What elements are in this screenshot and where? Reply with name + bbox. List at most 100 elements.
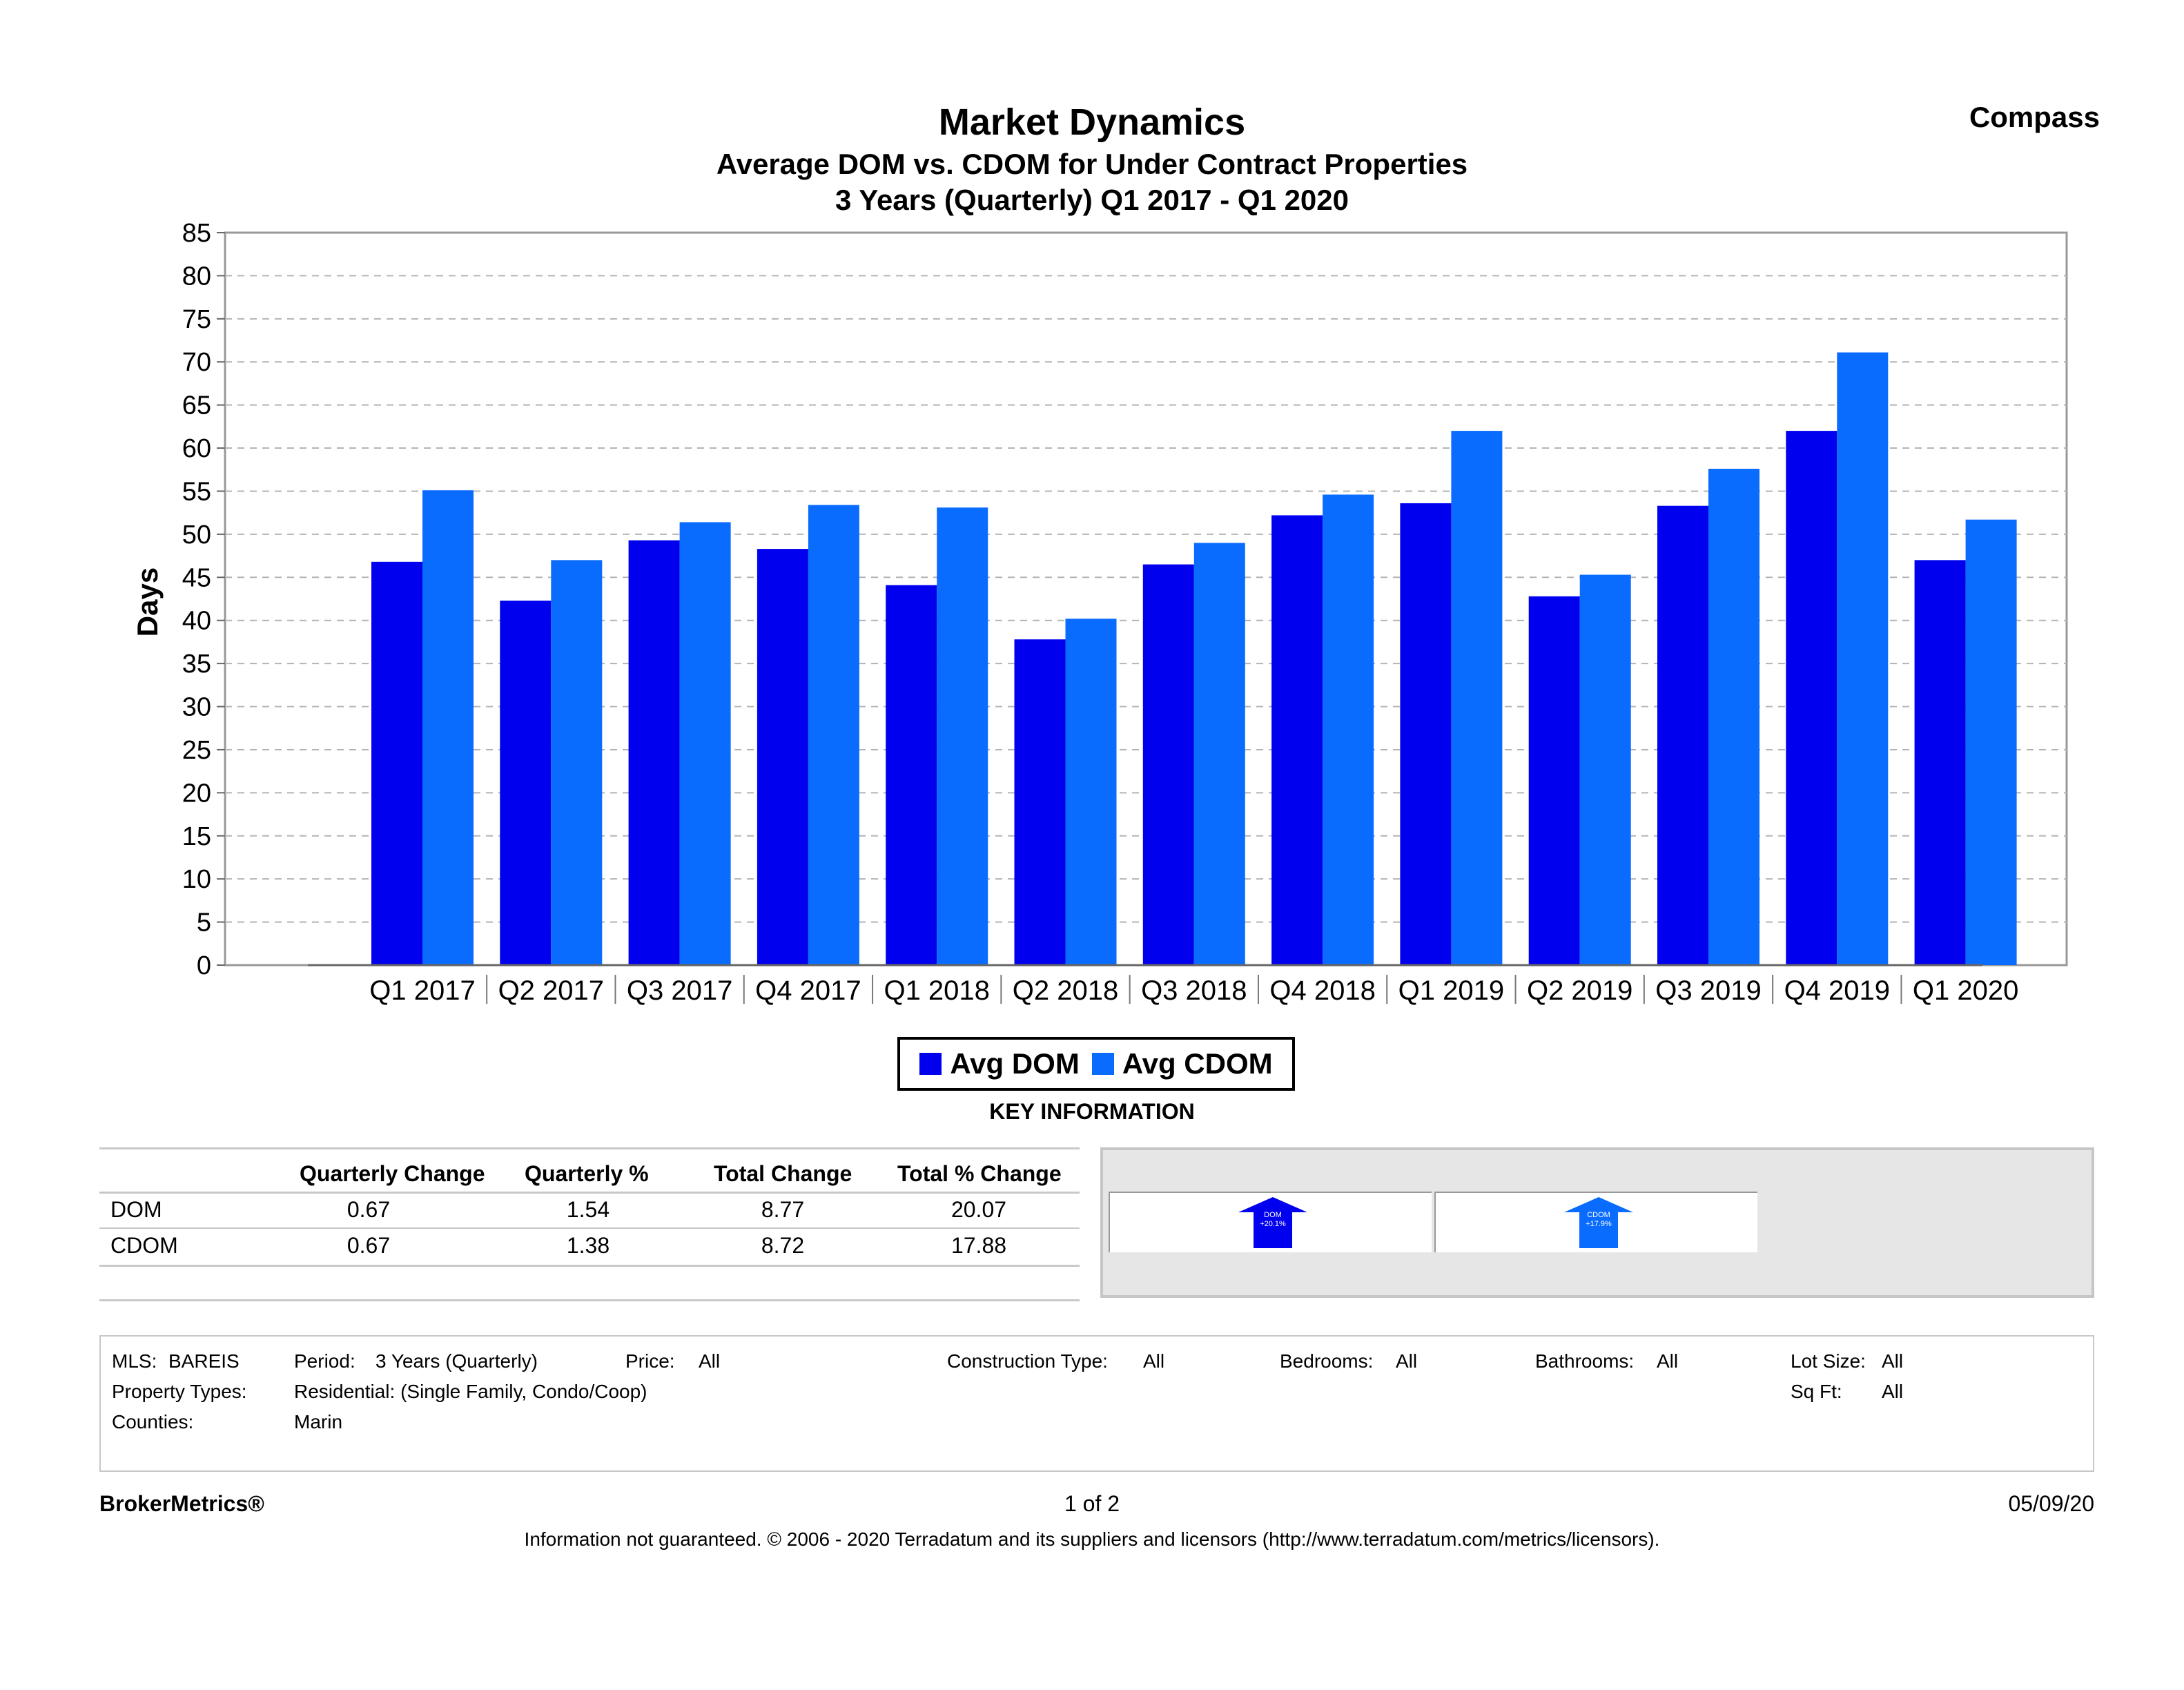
cdom-quarterly-pct: 1.38: [566, 1233, 610, 1258]
table-rule-row2: [99, 1265, 1080, 1267]
x-tick-label: Q1 2020: [1913, 975, 2018, 1006]
bar-dom: [371, 561, 422, 965]
dom-up-arrow-icon: [1238, 1197, 1307, 1248]
construction-type-value: All: [1143, 1350, 1165, 1372]
y-tick-label: 70: [182, 348, 211, 377]
legend-swatch-cdom: [1091, 1053, 1114, 1075]
footer-brand: BrokerMetrics®: [99, 1491, 264, 1516]
bedrooms-value: All: [1396, 1350, 1418, 1372]
y-tick-label: 55: [182, 477, 211, 506]
x-tick-label: Q1 2017: [369, 975, 475, 1006]
period-value: 3 Years (Quarterly): [376, 1350, 538, 1372]
bars: [371, 352, 2017, 965]
bar-dom: [1914, 560, 1966, 965]
table-rule-header: [99, 1192, 1080, 1194]
bar-cdom: [1708, 469, 1759, 965]
row-label-dom: DOM: [110, 1197, 162, 1222]
x-tick-label: Q3 2019: [1655, 975, 1761, 1006]
x-tick-label: Q1 2019: [1398, 975, 1504, 1006]
mls-label: MLS:: [112, 1350, 157, 1372]
y-tick-label: 25: [182, 736, 211, 765]
y-tick-label: 20: [182, 779, 211, 808]
bar-cdom: [551, 560, 603, 965]
report-date: 05/09/20: [2008, 1491, 2094, 1516]
legend-item-dom: Avg DOM: [919, 1047, 1080, 1080]
bar-dom: [757, 549, 808, 965]
chart-period: 3 Years (Quarterly) Q1 2017 - Q1 2020: [835, 184, 1349, 216]
bar-cdom: [1323, 494, 1374, 965]
col-header-total-change: Total Change: [714, 1161, 852, 1186]
bar-dom: [1400, 503, 1452, 965]
y-tick-label: 35: [182, 650, 211, 679]
dom-indicator: DOM +20.1%: [1109, 1192, 1432, 1252]
col-header-quarterly-change: Quarterly Change: [300, 1161, 485, 1186]
lot-size-value: All: [1882, 1350, 1904, 1372]
y-tick-label: 5: [197, 909, 211, 938]
bar-cdom: [1965, 519, 2017, 965]
dom-indicator-change: +20.1%: [1260, 1220, 1286, 1228]
x-tick-label: Q2 2018: [1013, 975, 1118, 1006]
y-axis-label: Days: [131, 567, 164, 637]
bar-cdom: [1451, 431, 1503, 965]
sq-ft-value: All: [1882, 1381, 1904, 1402]
y-tick-label: 45: [182, 563, 211, 592]
brand-name: Compass: [1969, 101, 2100, 133]
dom-total-change: 8.77: [761, 1197, 805, 1222]
property-types-value: Residential: (Single Family, Condo/Coop): [294, 1381, 647, 1402]
x-tick-label: Q2 2017: [498, 975, 604, 1006]
y-tick-label: 15: [182, 822, 211, 851]
price-label: Price:: [625, 1350, 675, 1372]
counties-value: Marin: [294, 1411, 343, 1432]
dom-indicator-label: DOM: [1264, 1211, 1282, 1219]
bathrooms-value: All: [1657, 1350, 1679, 1372]
sq-ft-label: Sq Ft:: [1791, 1381, 1842, 1402]
y-tick-label: 65: [182, 391, 211, 420]
table-rule-top: [99, 1147, 1080, 1149]
y-tick-label: 10: [182, 865, 211, 894]
col-header-quarterly-pct: Quarterly %: [525, 1161, 649, 1186]
cdom-up-arrow-icon: [1564, 1197, 1633, 1248]
bar-dom: [1142, 564, 1194, 965]
cdom-quarterly-change: 0.67: [347, 1233, 391, 1258]
bar-chart: 0 5 10 15 20 25 30 35 40 45 50 55 60 65 70 75 80 85 Q1 201…: [131, 219, 2068, 1006]
chart-legend: Avg DOM Avg CDOM: [897, 1037, 1295, 1091]
bar-dom: [500, 600, 552, 965]
bedrooms-label: Bedrooms:: [1280, 1350, 1374, 1372]
bar-dom: [1786, 431, 1837, 965]
mls-value: BAREIS: [168, 1350, 240, 1372]
x-tick-label: Q1 2018: [884, 975, 989, 1006]
bar-dom: [628, 540, 680, 965]
y-tick-label: 0: [197, 951, 211, 980]
y-tick-label: 40: [182, 607, 211, 636]
search-criteria: MLS: BAREIS Period: 3 Years (Quarterly) …: [99, 1335, 2094, 1472]
key-information-heading: KEY INFORMATION: [989, 1099, 1195, 1124]
legend-swatch-dom: [919, 1053, 942, 1075]
price-value: All: [699, 1350, 721, 1372]
x-tick-label: Q4 2019: [1784, 975, 1890, 1006]
x-tick-label: Q4 2018: [1269, 975, 1375, 1006]
legend-label-cdom: Avg CDOM: [1122, 1047, 1273, 1080]
bar-cdom: [937, 507, 988, 965]
cdom-total-pct-change: 17.88: [950, 1233, 1007, 1258]
y-tick-label: 75: [182, 305, 211, 334]
disclaimer: Information not guaranteed. © 2006 - 202…: [524, 1528, 1660, 1550]
bar-cdom: [1837, 352, 1889, 965]
cdom-indicator: CDOM +17.9%: [1434, 1192, 1757, 1252]
bar-cdom: [1579, 574, 1631, 965]
page-number: 1 of 2: [1064, 1491, 1120, 1516]
bar-cdom: [679, 522, 731, 965]
bar-dom: [1271, 515, 1323, 965]
counties-label: Counties:: [112, 1411, 194, 1432]
bar-dom: [1014, 639, 1066, 965]
y-tick-label: 60: [182, 434, 211, 463]
dom-quarterly-pct: 1.54: [566, 1197, 610, 1222]
construction-type-label: Construction Type:: [947, 1350, 1108, 1372]
chart-subtitle: Average DOM vs. CDOM for Under Contract …: [716, 148, 1468, 180]
y-tick-label: 50: [182, 521, 211, 550]
row-label-cdom: CDOM: [110, 1233, 178, 1258]
x-tick-label: Q3 2018: [1141, 975, 1247, 1006]
cdom-indicator-label: CDOM: [1587, 1211, 1610, 1219]
cdom-indicator-change: +17.9%: [1586, 1220, 1612, 1228]
bar-cdom: [1065, 619, 1117, 965]
legend-item-cdom: Avg CDOM: [1091, 1047, 1273, 1080]
